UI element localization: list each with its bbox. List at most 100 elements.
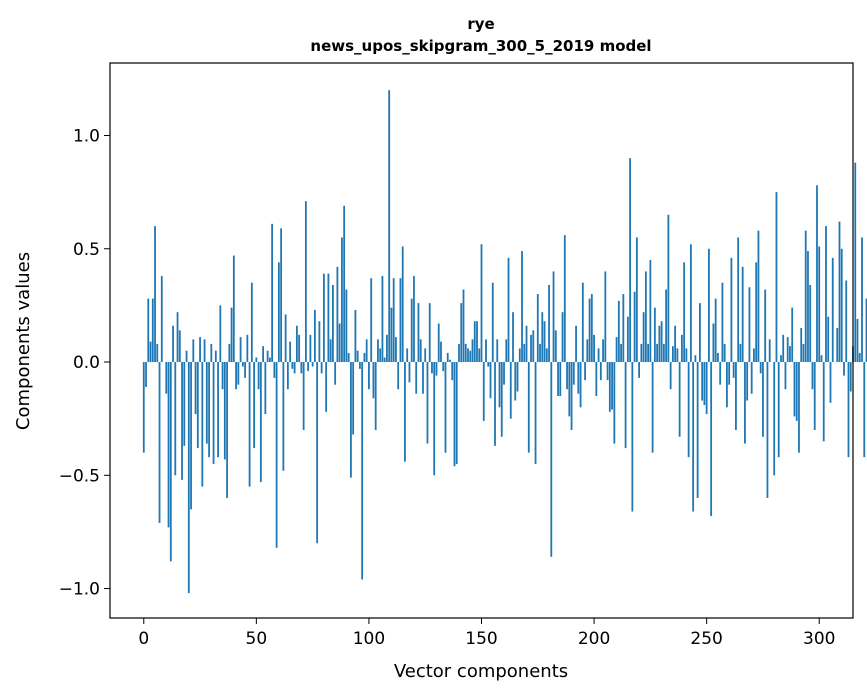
bar-component-245 [694,355,697,363]
bar-component-200 [593,334,595,363]
bar-component-283 [780,355,782,363]
bar-component-71 [302,362,305,430]
bar-component-284 [782,334,785,363]
bar-component-184 [557,362,559,396]
bar-component-274 [759,362,762,374]
bar-component-249 [703,362,706,406]
bar-component-78 [318,321,321,363]
bar-component-234 [669,362,672,390]
bar-component-66 [291,362,294,369]
bar-component-109 [388,90,391,363]
bar-component-10 [165,362,168,394]
bar-component-147 [473,321,476,363]
bar-component-115 [401,246,404,363]
bar-component-5 [154,226,156,363]
bar-component-218 [633,291,636,363]
bar-component-136 [449,359,451,363]
bar-component-194 [579,362,582,408]
bar-component-231 [662,343,665,363]
bar-component-60 [277,262,280,363]
bar-component-196 [584,362,586,381]
bar-component-261 [730,257,733,363]
y-axis-label: Components values [13,252,34,430]
bar-component-26 [201,362,204,487]
bar-component-144 [467,348,469,363]
bar-component-90 [345,289,348,363]
bar-component-35 [221,362,224,390]
bar-component-254 [714,298,717,363]
bar-component-287 [789,346,791,363]
bar-component-87 [338,323,341,363]
bar-component-230 [660,321,663,363]
bar-component-100 [368,362,370,390]
bar-component-294 [804,230,807,363]
bar-component-44 [241,362,244,367]
bar-component-265 [739,343,742,363]
x-tick-label-50: 50 [246,629,268,649]
bar-component-19 [185,350,188,363]
bar-component-146 [471,339,474,363]
bar-component-132 [440,341,442,363]
bar-component-227 [653,307,656,363]
bar-component-169 [523,343,526,363]
bar-component-20 [187,362,190,594]
bar-component-214 [624,362,627,449]
bar-component-299 [816,185,818,363]
bar-component-270 [750,362,753,394]
bar-component-173 [532,330,535,363]
bar-component-251 [708,248,710,363]
bar-component-257 [721,282,724,363]
bar-component-36 [223,362,226,460]
bar-component-320 [863,362,866,458]
bar-component-122 [417,303,420,363]
bar-component-114 [399,278,402,363]
bar-component-54 [264,362,267,415]
bar-component-23 [194,362,197,415]
bar-component-72 [304,201,307,363]
bar-component-41 [235,362,237,390]
bar-component-164 [512,312,514,363]
bar-component-303 [825,226,827,363]
bar-component-226 [651,362,654,453]
bar-component-228 [656,343,659,363]
bar-component-267 [744,362,746,444]
bar-component-106 [381,275,384,363]
bar-component-40 [232,255,235,363]
bar-component-86 [336,266,339,363]
bar-component-140 [458,343,460,363]
bar-component-135 [446,352,449,363]
bar-component-80 [322,273,325,363]
bar-component-39 [230,307,233,363]
bar-component-192 [575,325,577,363]
bar-component-62 [282,362,285,471]
bar-component-7 [158,362,161,523]
chart-title-line-1: rye [467,15,494,33]
bar-component-18 [183,362,186,446]
bar-component-319 [861,237,863,363]
bar-component-314 [849,362,852,392]
bar-component-304 [827,316,830,363]
bar-component-289 [793,362,796,417]
bar-component-296 [809,285,812,363]
bar-component-193 [577,362,580,394]
bar-component-181 [550,362,553,557]
bar-component-85 [334,362,337,385]
bar-component-142 [462,289,465,363]
x-tick-label-200: 200 [578,629,610,649]
x-axis-ticks: 0 50 100 150 200 250 300 [138,618,835,649]
bar-component-282 [777,362,780,458]
bar-component-223 [644,271,647,363]
bar-component-101 [370,278,373,363]
y-tick-label-2: 0.0 [73,353,100,373]
bar-component-116 [404,362,406,462]
bar-component-64 [286,362,289,390]
bar-component-108 [386,334,388,363]
bar-component-51 [257,362,260,390]
bar-component-182 [552,271,555,363]
bar-component-240 [683,262,686,363]
bar-component-68 [295,325,298,363]
bar-component-65 [289,341,292,363]
bar-component-133 [442,362,445,372]
bar-component-241 [685,348,688,363]
bar-component-255 [717,352,719,363]
